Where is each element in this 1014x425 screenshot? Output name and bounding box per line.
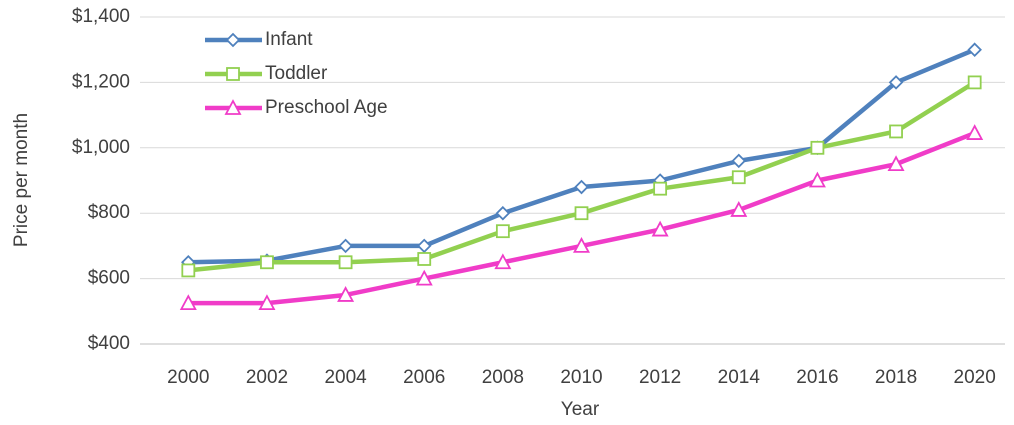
- y-tick-label: $400: [88, 333, 130, 354]
- marker: [574, 179, 589, 195]
- y-tick-label: $1,000: [72, 137, 130, 158]
- marker: [574, 206, 589, 221]
- x-tick-label: 2008: [482, 367, 524, 388]
- marker: [889, 124, 903, 139]
- marker: [730, 201, 748, 217]
- x-tick-label: 2020: [954, 367, 996, 388]
- marker: [416, 238, 432, 254]
- marker: [731, 170, 746, 185]
- marker: [495, 224, 510, 239]
- marker: [967, 75, 982, 90]
- marker: [966, 124, 984, 140]
- marker: [653, 181, 668, 196]
- marker: [179, 294, 197, 311]
- marker: [258, 294, 276, 311]
- marker: [808, 171, 826, 188]
- marker: [415, 269, 433, 286]
- marker: [810, 140, 825, 155]
- x-axis-title: Year: [561, 399, 600, 420]
- legend-label: Toddler: [265, 63, 328, 84]
- x-tick-label: 2010: [560, 367, 602, 388]
- marker: [224, 99, 242, 115]
- marker: [495, 205, 511, 221]
- marker: [181, 263, 196, 278]
- x-tick-label: 2004: [324, 367, 367, 388]
- marker: [967, 42, 982, 57]
- marker: [651, 220, 669, 237]
- x-tick-label: 2012: [639, 367, 681, 388]
- y-axis-title: Price per month: [11, 113, 32, 247]
- y-tick-label: $600: [88, 268, 130, 289]
- marker: [225, 32, 241, 48]
- marker: [731, 153, 747, 169]
- x-tick-label: 2006: [403, 367, 445, 388]
- x-tick-label: 2000: [167, 367, 209, 388]
- marker: [337, 286, 355, 302]
- marker: [226, 67, 240, 81]
- marker: [338, 238, 353, 254]
- marker: [417, 252, 432, 266]
- marker: [260, 255, 274, 270]
- x-tick-label: 2002: [246, 367, 288, 388]
- y-tick-label: $1,400: [72, 6, 130, 27]
- x-tick-label: 2016: [796, 367, 838, 388]
- legend-label: Infant: [265, 29, 313, 50]
- x-tick-label: 2018: [875, 367, 917, 388]
- marker: [338, 255, 353, 270]
- marker: [888, 75, 904, 90]
- marker: [887, 155, 905, 172]
- x-tick-label: 2014: [718, 367, 761, 388]
- legend-label: Preschool Age: [265, 97, 388, 118]
- y-tick-label: $1,200: [72, 71, 130, 92]
- marker: [572, 237, 591, 253]
- marker: [494, 253, 512, 270]
- y-tick-label: $800: [88, 202, 130, 223]
